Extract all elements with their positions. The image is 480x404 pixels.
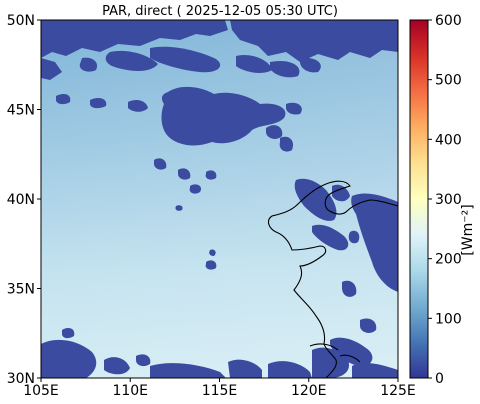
map-panel [41, 20, 398, 378]
y-tick-label: 40N [7, 192, 35, 208]
colorbar-tick-label: 200 [435, 252, 462, 268]
colorbar [409, 19, 429, 379]
y-tick-label: 30N [7, 371, 35, 387]
x-tick-label: 125E [380, 383, 416, 399]
colorbar-label: [Wm⁻²] [460, 204, 476, 255]
y-axis: 50N 45N 40N 35N 30N [7, 13, 41, 387]
x-tick-label: 105E [23, 383, 59, 399]
colorbar-axis: 0 100 200 300 400 500 600 [428, 13, 462, 387]
y-tick-label: 35N [7, 282, 35, 298]
coastline [267, 180, 398, 378]
colorbar-tick-label: 600 [435, 13, 462, 29]
y-tick-label: 50N [7, 13, 35, 29]
colorbar-tick-label: 500 [435, 73, 462, 89]
x-tick-label: 115E [202, 383, 238, 399]
cloud-mask [41, 20, 398, 378]
x-axis: 105E 110E 115E 120E 125E [23, 378, 416, 399]
colorbar-tick-label: 300 [435, 192, 462, 208]
map-title: PAR, direct ( 2025-12-05 05:30 UTC) [102, 4, 338, 19]
colorbar-tick-label: 400 [435, 132, 462, 148]
colorbar-tick-label: 100 [435, 311, 462, 327]
colorbar-tick-label: 0 [435, 371, 444, 387]
y-tick-label: 45N [7, 103, 35, 119]
x-tick-label: 110E [112, 383, 148, 399]
x-tick-label: 120E [291, 383, 327, 399]
